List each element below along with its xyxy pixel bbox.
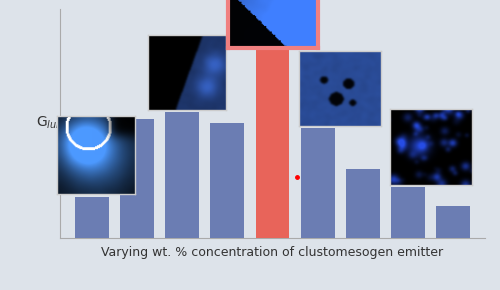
Bar — [120, 119, 154, 238]
Bar — [74, 197, 108, 238]
Bar — [346, 169, 380, 238]
Bar — [436, 206, 470, 238]
Bar — [256, 50, 290, 238]
Y-axis label: G$_{lum}$: G$_{lum}$ — [36, 115, 67, 131]
Bar — [391, 187, 425, 238]
X-axis label: Varying wt. % concentration of clustomesogen emitter: Varying wt. % concentration of clustomes… — [102, 246, 443, 259]
Bar — [210, 123, 244, 238]
Bar — [301, 128, 334, 238]
Bar — [165, 112, 199, 238]
